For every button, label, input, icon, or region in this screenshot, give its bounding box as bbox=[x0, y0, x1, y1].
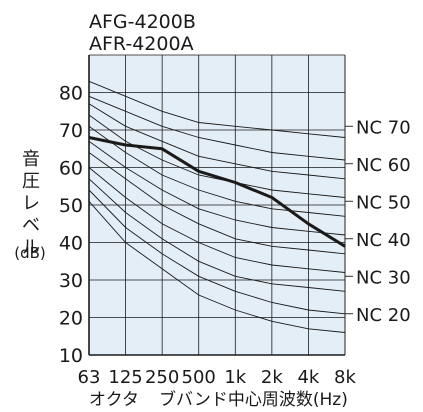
nc-curve bbox=[88, 80, 346, 138]
measured-line bbox=[88, 136, 346, 248]
nc-label: NC 70 bbox=[356, 117, 411, 138]
nc-curve bbox=[88, 103, 346, 180]
measured-curve bbox=[88, 136, 346, 248]
chart-title-line-2: AFR-4200A bbox=[89, 33, 194, 55]
nc-label: NC 40 bbox=[356, 230, 411, 251]
y-axis-label-char: 音 bbox=[22, 149, 40, 170]
x-tick-label: 2k bbox=[261, 367, 283, 388]
nc-label: NC 30 bbox=[356, 267, 411, 288]
nc-curve bbox=[88, 201, 346, 333]
y-tick-labels: 10 20 30 40 50 60 70 80 bbox=[59, 83, 83, 368]
y-tick-label: 30 bbox=[59, 270, 83, 292]
chart-title-line-1: AFG-4200B bbox=[89, 11, 196, 33]
nc-curve bbox=[88, 152, 346, 255]
x-tick-labels: 63 125 250 500 1k 2k 4k 8k bbox=[78, 367, 357, 388]
nc-curve bbox=[88, 178, 346, 292]
y-tick-label: 60 bbox=[59, 158, 83, 180]
y-axis-unit: (dB) bbox=[14, 244, 46, 262]
y-tick-label: 70 bbox=[59, 120, 83, 142]
nc-labels: NC 70 NC 60 NC 50 NC 40 NC 30 NC 20 bbox=[345, 117, 411, 326]
nc-label: NC 50 bbox=[356, 192, 411, 213]
nc-curve bbox=[88, 140, 346, 236]
y-axis-label-char: ベ bbox=[22, 215, 40, 236]
x-tick-label: 250 bbox=[145, 367, 179, 388]
x-tick-label: 4k bbox=[297, 367, 319, 388]
nc-curve bbox=[88, 95, 346, 161]
y-axis-label-char: 圧 bbox=[22, 171, 40, 192]
x-tick-label: 1k bbox=[224, 367, 246, 388]
nc-label: NC 20 bbox=[356, 305, 411, 326]
axes bbox=[88, 55, 346, 356]
x-tick-label: 63 bbox=[78, 367, 101, 388]
y-axis-label-char: レ bbox=[22, 193, 40, 214]
x-tick-label: 8k bbox=[334, 367, 356, 388]
y-tick-label: 20 bbox=[59, 308, 83, 330]
nc-curve bbox=[88, 125, 346, 217]
y-tick-label: 40 bbox=[59, 233, 83, 255]
y-tick-label: 10 bbox=[59, 345, 83, 367]
x-axis-label-part-1: オクタ bbox=[89, 390, 139, 410]
y-tick-label: 80 bbox=[59, 83, 83, 105]
x-tick-label: 500 bbox=[182, 367, 216, 388]
y-tick-label: 50 bbox=[59, 195, 83, 217]
x-axis-label-part-2: ブバンド中心周波数(Hz) bbox=[159, 389, 348, 410]
nc-curve bbox=[88, 189, 346, 315]
nc-label: NC 60 bbox=[356, 155, 411, 176]
y-axis-label-char: ル bbox=[22, 237, 40, 258]
x-tick-label: 125 bbox=[108, 367, 142, 388]
nc-curve bbox=[88, 167, 346, 273]
y-axis-label: 音 圧 レ ベ ル (dB) bbox=[14, 149, 46, 262]
